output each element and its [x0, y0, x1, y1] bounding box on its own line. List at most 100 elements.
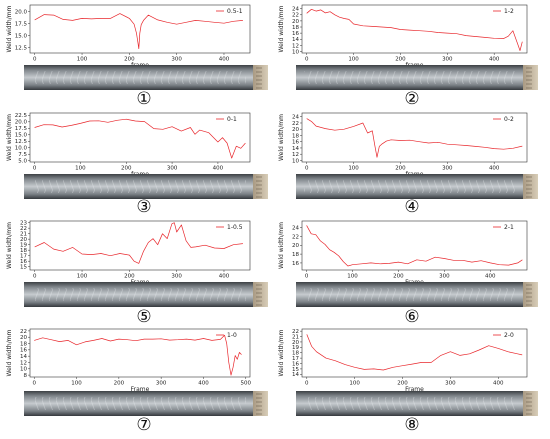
chart4-legend-label: 0-2: [504, 116, 514, 123]
chart3-ytick-label: 5.0: [18, 159, 27, 165]
chart8-series-line: [306, 334, 523, 371]
chart7-legend-label: 1-0: [227, 332, 237, 339]
chart3-xtick-label: 200: [121, 166, 132, 172]
chart4-caption: ④: [404, 197, 419, 217]
chart1-legend-label: 0.5-1: [227, 8, 243, 15]
chart7-ytick-label: 8: [24, 373, 28, 379]
chart5-ytick-label: 21: [20, 232, 27, 238]
chart5-xtick-label: 400: [219, 274, 230, 280]
chart1-ytick-label: 20.0: [15, 10, 28, 16]
chart7-ruler: [253, 391, 268, 416]
chart1-xtick-label: 200: [124, 57, 135, 63]
chart6-xtick-label: 200: [393, 274, 404, 280]
chart4-weld-bead: [304, 180, 516, 193]
chart1-plot-frame: [29, 4, 251, 54]
chart8-xtick-label: 0: [305, 381, 309, 387]
chart4-series-line: [306, 118, 523, 158]
chart3-ytick-label: 20.0: [15, 120, 28, 126]
chart8-plot-frame: [301, 328, 528, 378]
chart8-ytick-label: 16: [292, 361, 299, 367]
chart5-ytick-label: 20: [20, 237, 27, 243]
chart1-ylabel: Weld width/mm: [6, 5, 13, 52]
chart7-xtick-label: 300: [156, 381, 167, 387]
chart7-ylabel: Weld width/mm: [6, 329, 13, 376]
chart6-series-line: [306, 225, 523, 267]
chart2-xtick-label: 300: [442, 57, 453, 63]
chart7-ytick-label: 20: [20, 335, 27, 341]
chart3-weld-bead: [32, 180, 246, 193]
chart8-xtick-label: 200: [397, 381, 408, 387]
chart5-xtick-label: 0: [33, 274, 37, 280]
chart8-ruler: [523, 391, 538, 416]
chart7-xtick-label: 0: [32, 381, 36, 387]
chart2-ylabel: Weld width/mm: [278, 5, 285, 52]
chart3-ytick-label: 7.5: [18, 152, 27, 158]
chart8-caption: ⑧: [404, 415, 419, 435]
chart7-xtick-label: 200: [114, 381, 125, 387]
chart3-ytick-label: 10.0: [15, 146, 28, 152]
chart2-xtick-label: 100: [348, 57, 359, 63]
chart3-caption: ③: [136, 197, 151, 217]
chart3-ylabel: Weld width/mm: [6, 114, 13, 161]
chart2-series-line: [306, 8, 523, 51]
chart3-xtick-label: 300: [167, 166, 178, 172]
chart4-xtick-label: 200: [395, 166, 406, 172]
chart6-ytick-label: 22: [292, 234, 299, 240]
chart2-ytick-label: 10: [292, 49, 299, 55]
chart4-xtick-label: 0: [305, 166, 309, 172]
chart7-ytick-label: 16: [20, 348, 27, 354]
chart6-ytick-label: 16: [292, 261, 299, 267]
chart1-ytick-label: 12.5: [15, 46, 28, 52]
chart2-caption: ②: [404, 89, 419, 109]
chart1-xtick-label: 0: [33, 57, 37, 63]
chart6-ytick-label: 18: [292, 252, 299, 258]
chart6-ruler: [523, 282, 538, 307]
chart3-plot-frame: [29, 112, 251, 163]
chart6-ytick-label: 24: [292, 226, 299, 232]
chart7-ytick-label: 18: [20, 341, 27, 347]
chart4-ruler: [523, 174, 538, 199]
chart1-series-line: [34, 13, 243, 50]
chart6-xtick-label: 300: [439, 274, 450, 280]
chart3-ytick-label: 17.5: [15, 126, 28, 132]
chart6-plot-frame: [301, 220, 528, 271]
chart5-ruler: [253, 282, 268, 307]
chart1-weld-bead: [32, 71, 246, 84]
chart4-ylabel: Weld width/mm: [278, 114, 285, 161]
chart8-ylabel: Weld width/mm: [278, 329, 285, 376]
chart5-ytick-label: 16: [20, 259, 27, 265]
chart5-ytick-label: 15: [20, 265, 27, 271]
chart4-ytick-label: 24: [292, 115, 299, 121]
chart2-xtick-label: 0: [305, 57, 309, 63]
chart8-ytick-label: 14: [292, 372, 299, 378]
chart5-xtick-label: 300: [171, 274, 182, 280]
chart5-ytick-label: 18: [20, 248, 27, 254]
chart4-ytick-label: 12: [292, 152, 299, 158]
chart4-ytick-label: 10: [292, 158, 299, 164]
chart2-ruler: [523, 65, 538, 90]
chart2-ytick-label: 12: [292, 43, 299, 49]
chart5-series-line: [34, 222, 243, 264]
chart8-weld-bead: [304, 397, 516, 410]
chart8-ytick-label: 20: [292, 340, 299, 346]
chart2-ytick-label: 14: [292, 37, 299, 43]
chart5-plot-frame: [29, 220, 251, 271]
chart8-xtick-label: 300: [445, 381, 456, 387]
chart4-plot-frame: [301, 112, 528, 163]
chart6-ytick-label: 20: [292, 243, 299, 249]
chart3-legend-label: 0-1: [227, 116, 237, 123]
chart3-xtick-label: 100: [75, 166, 86, 172]
chart7-ytick-label: 10: [20, 367, 27, 373]
chart7-plot-frame: [29, 328, 251, 378]
chart3-ruler: [253, 174, 268, 199]
chart8-ytick-label: 21: [292, 334, 299, 340]
chart7-ytick-label: 12: [20, 360, 27, 366]
chart2-ytick-label: 22: [292, 13, 299, 19]
chart2-ytick-label: 16: [292, 31, 299, 37]
chart5-caption: ⑤: [136, 307, 151, 327]
chart5-ylabel: Weld width/mm: [6, 222, 13, 269]
chart4-xtick-label: 100: [348, 166, 359, 172]
chart7-xtick-label: 400: [198, 381, 209, 387]
chart1-xtick-label: 400: [219, 57, 230, 63]
